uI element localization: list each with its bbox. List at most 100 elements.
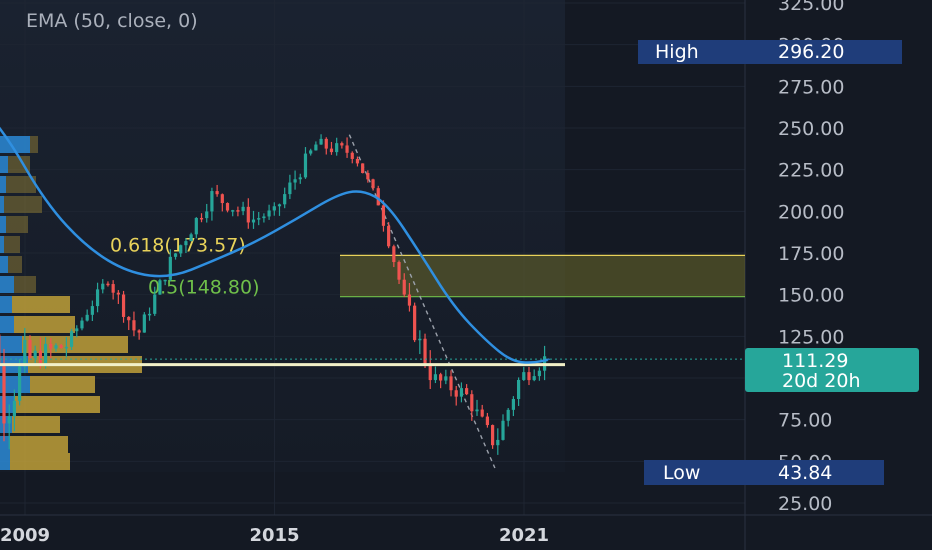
candle-body [251,219,256,223]
candle-body [355,158,360,164]
candle-body [511,399,515,410]
candle-body [309,150,313,154]
y-tick-label: 275.00 [778,76,844,98]
volume-bar-down [12,296,70,313]
candle-body [537,370,541,377]
candle-body [64,346,68,349]
volume-bar-up [0,336,22,353]
candle-body [28,339,32,359]
candle-body [475,409,479,412]
current-price-value: 111.29 [782,350,848,372]
y-tick-label: 325.00 [778,0,844,15]
candle-body [371,179,375,189]
candle-body [231,210,235,212]
candle-body [210,191,214,212]
candle-body [220,194,224,204]
candle-body [459,388,464,397]
candle-body [350,152,354,159]
high-value: 296.20 [778,41,844,63]
candle-body [532,376,536,381]
ema-line [0,126,551,364]
candle-body [101,283,105,290]
volume-bar-up [0,196,4,213]
candle-body [257,218,261,220]
volume-bar-up [0,156,8,173]
candle-body [179,245,183,254]
candle-body [153,294,157,314]
y-tick-label: 200.00 [778,201,844,223]
volume-bar-up [0,436,10,453]
candle-body [158,280,162,295]
time-axis: 2009 2015 2021 [0,525,549,546]
volume-bar-down [10,436,68,453]
candle-body [293,179,297,183]
candle-body [501,420,505,440]
candle-body [7,416,11,424]
current-price-marker: 111.29 20d 20h [745,348,919,392]
fib-label-50: 0.5(148.80) [148,277,260,299]
candle-body [470,394,474,412]
candle-body [335,143,339,153]
candle-body [33,350,37,359]
candle-body [387,225,391,247]
y-tick-label: 150.00 [778,285,844,307]
y-tick-label: 25.00 [778,493,832,515]
volume-bar-down [22,336,128,353]
candle-body [449,376,453,391]
candle-body [319,138,323,145]
candle-body [106,283,110,286]
candle-body [314,144,318,151]
low-label: Low [663,462,700,484]
candle-body [272,206,276,211]
candle-body [397,262,401,280]
candle-body [433,374,438,381]
candle-body [184,241,188,246]
candle-body [241,206,245,212]
candle-body [283,194,287,205]
candle-body [199,217,204,220]
volume-bar-up [0,296,12,313]
volume-bar-up [0,376,30,393]
candle-body [246,206,250,223]
fib-label-618: 0.618(173.57) [110,234,246,256]
candle-body [324,138,328,149]
volume-bar-down [12,416,60,433]
x-tick-label: 2009 [0,525,50,546]
low-marker: Low 43.84 [644,460,884,485]
candle-body [465,388,469,395]
candle-body [85,314,89,321]
candle-body [137,330,141,333]
y-tick-label: 250.00 [778,118,844,140]
x-tick-label: 2015 [249,525,299,546]
candle-body [413,305,417,341]
candle-body [75,328,79,332]
y-tick-label: 75.00 [778,410,832,432]
volume-bar-down [30,136,38,153]
volume-bar-down [4,196,42,213]
candle-body [225,203,230,211]
candle-body [298,177,302,180]
volume-bar-up [0,236,4,253]
candle-body [205,211,209,219]
volume-bar-up [0,276,14,293]
y-tick-label: 225.00 [778,160,844,182]
candle-body [527,372,531,381]
candle-body [236,210,240,212]
volume-bar-up [0,316,14,333]
candle-body [163,279,167,282]
candle-body [95,289,100,307]
candle-body [80,320,84,329]
volume-bar-down [14,396,100,413]
candle-body [366,173,370,180]
candle-body [496,439,500,446]
candle-body [345,145,349,153]
candle-body [423,338,427,364]
candle-body [288,182,292,195]
candle-body [189,234,193,242]
volume-bar-down [30,376,95,393]
candle-body [17,366,22,401]
candle-body [444,376,448,381]
candle-body [262,216,266,219]
candle-body [111,284,115,293]
